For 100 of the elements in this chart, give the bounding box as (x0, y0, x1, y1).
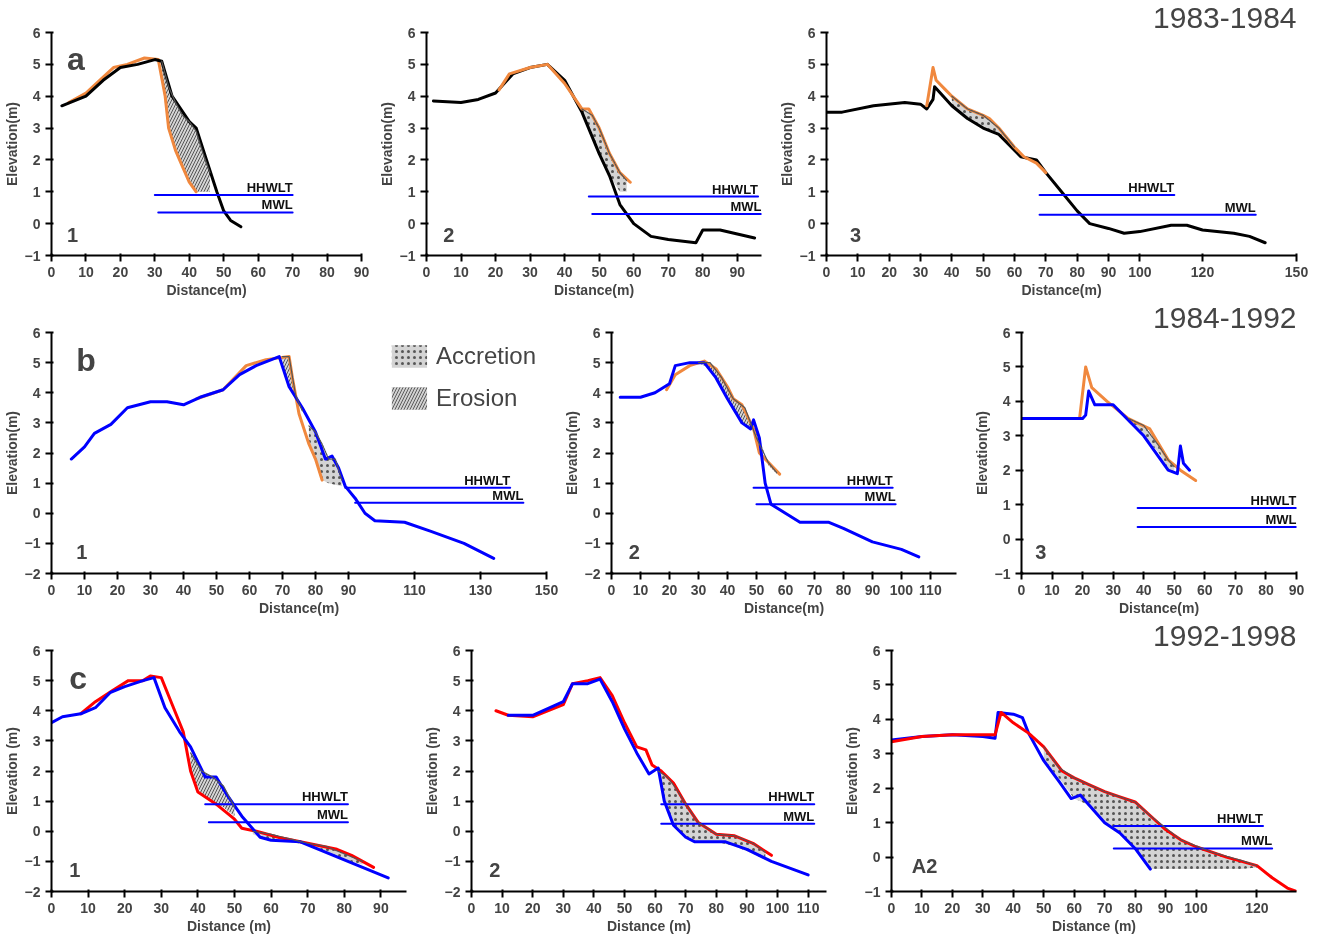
x-tick-label: 70 (1096, 899, 1113, 916)
x-axis-title: Distance (m) (186, 917, 272, 934)
x-tick-label: 40 (586, 899, 602, 916)
x-tick-label: 70 (1038, 263, 1054, 280)
x-tick-label: 50 (1166, 581, 1183, 598)
x-tick-label: 50 (616, 899, 633, 916)
x-tick-label: 110 (919, 581, 942, 598)
annotation: 1 (69, 859, 81, 882)
y-axis-title: Elevation(m) (378, 101, 395, 187)
y-tick-label: 6 (32, 324, 41, 341)
x-tick-label: 60 (263, 899, 280, 916)
x-tick-label: 130 (468, 581, 493, 598)
x-tick-label: 10 (76, 581, 93, 598)
y-tick-label: 6 (807, 24, 816, 41)
legend-label: Accretion (435, 342, 536, 370)
y-tick-label: 1 (592, 475, 601, 492)
x-tick-label: 60 (1197, 581, 1213, 598)
x-axis-title: Distance(m) (1118, 599, 1200, 616)
y-tick-label: 3 (872, 745, 881, 762)
x-tick-label: 90 (353, 263, 370, 280)
x-axis-title: Distance(m) (258, 599, 340, 616)
y-tick-label: −1 (799, 247, 816, 264)
y-tick-label: 6 (872, 642, 881, 659)
y-tick-label: 3 (592, 414, 601, 431)
y-tick-label: −2 (24, 565, 41, 582)
annotation: c (69, 660, 88, 697)
x-tick-label: 80 (695, 263, 711, 280)
y-tick-label: 3 (452, 732, 461, 749)
x-tick-label: 10 (632, 581, 649, 598)
x-tick-label: 90 (1100, 263, 1117, 280)
x-tick-label: 90 (739, 899, 755, 916)
x-tick-label: 90 (1288, 581, 1305, 598)
x-tick-label: 0 (607, 581, 616, 598)
x-tick-label: 40 (175, 581, 192, 598)
x-tick-label: 50 (748, 581, 765, 598)
x-tick-label: 60 (777, 581, 794, 598)
y-tick-label: 5 (407, 56, 416, 73)
x-tick-label: 30 (522, 263, 539, 280)
x-tick-label: 90 (373, 899, 389, 916)
x-tick-label: 10 (78, 263, 94, 280)
y-tick-label: 6 (32, 642, 41, 659)
x-tick-label: 0 (1017, 581, 1026, 598)
y-tick-label: 3 (32, 732, 41, 749)
x-axis-title: Distance(m) (553, 281, 635, 298)
y-axis-title: Elevation(m) (778, 101, 795, 187)
x-tick-label: 10 (494, 899, 511, 916)
y-tick-label: 2 (592, 445, 601, 461)
x-tick-label: 30 (153, 899, 170, 916)
x-tick-label: 30 (1105, 581, 1122, 598)
annotation: a (67, 41, 85, 78)
x-tick-label: 0 (422, 263, 431, 280)
y-tick-label: −2 (584, 565, 601, 582)
y-tick-label: 4 (32, 88, 41, 105)
annotation: 1 (76, 541, 88, 564)
y-tick-label: 2 (32, 763, 41, 779)
y-tick-label: 6 (1002, 324, 1011, 341)
x-tick-label: 40 (190, 899, 206, 916)
annotation: A2 (911, 855, 938, 878)
chart-title: 1984-1992 (1153, 300, 1297, 334)
series-label: MWL (492, 487, 524, 503)
x-tick-label: 60 (625, 263, 642, 280)
x-tick-label: 60 (241, 581, 258, 598)
x-tick-label: 60 (1066, 899, 1083, 916)
y-tick-label: 4 (592, 384, 601, 401)
y-tick-label: 2 (1002, 462, 1011, 479)
x-tick-label: 70 (806, 581, 823, 598)
series-label: HHWLT (712, 181, 759, 197)
x-tick-label: 70 (677, 899, 694, 916)
y-tick-label: 1 (32, 793, 41, 810)
x-tick-label: 10 (850, 263, 866, 280)
legend-label: Erosion (435, 384, 518, 412)
chart-title: 1992-1998 (1153, 618, 1297, 652)
x-tick-label: 110 (796, 899, 820, 916)
x-tick-label: 80 (307, 581, 324, 598)
x-tick-label: 80 (708, 899, 725, 916)
x-tick-label: 100 (1184, 899, 1208, 916)
x-tick-label: 30 (142, 581, 159, 598)
y-tick-label: 5 (32, 672, 41, 689)
series-label: HHWLT (301, 789, 348, 805)
series-label: HHWLT (246, 179, 293, 195)
x-tick-label: 0 (822, 263, 831, 280)
x-tick-label: 80 (336, 899, 353, 916)
x-tick-label: 20 (487, 263, 504, 280)
x-tick-label: 50 (591, 263, 608, 280)
series-label: HHWLT (1128, 179, 1175, 195)
y-tick-label: 4 (407, 88, 416, 105)
x-tick-label: 40 (944, 263, 960, 280)
x-tick-label: 40 (1005, 899, 1022, 916)
x-tick-label: 80 (835, 581, 852, 598)
y-tick-label: 3 (32, 120, 41, 137)
x-tick-label: 90 (864, 581, 881, 598)
x-tick-label: 30 (690, 581, 707, 598)
y-tick-label: −1 (444, 853, 461, 870)
y-tick-label: 5 (1002, 358, 1011, 375)
series-label: MWL (316, 807, 348, 823)
y-tick-label: −2 (444, 883, 461, 900)
x-tick-label: 90 (729, 263, 746, 280)
y-tick-label: 3 (1002, 427, 1011, 444)
x-tick-label: 50 (1035, 899, 1052, 916)
y-tick-label: 5 (872, 676, 881, 693)
